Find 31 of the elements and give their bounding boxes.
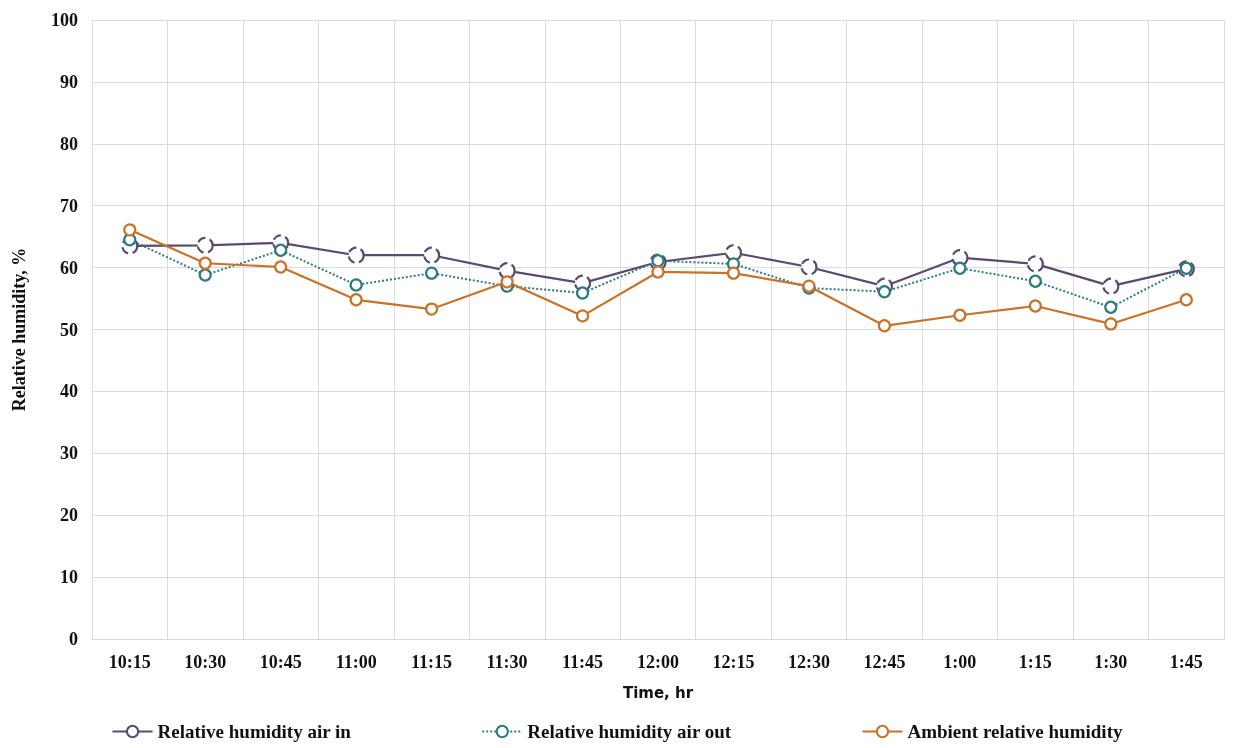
y-tick-label: 70	[60, 195, 78, 216]
y-tick-label: 10	[60, 567, 78, 588]
y-tick-label: 60	[60, 257, 78, 278]
x-tick-label: 11:00	[335, 652, 377, 672]
legend-label: Relative humidity air out	[527, 721, 732, 742]
legend-label: Ambient relative humidity	[907, 721, 1123, 742]
y-tick-label: 30	[60, 443, 78, 464]
x-tick-label: 1:30	[1094, 652, 1128, 672]
y-axis-title: Relative humidity, %	[9, 247, 29, 412]
x-tick-label: 1:15	[1018, 652, 1052, 672]
x-tick-label: 12:30	[787, 652, 830, 672]
x-tick-label: 1:00	[943, 652, 977, 672]
x-tick-label: 10:45	[259, 652, 302, 672]
y-tick-label: 40	[60, 381, 78, 402]
y-tick-label: 0	[69, 629, 78, 649]
y-tick-label: 80	[60, 133, 78, 154]
x-tick-label: 10:30	[184, 652, 227, 672]
x-tick-label: 1:45	[1169, 652, 1203, 672]
x-tick-label: 11:45	[562, 652, 604, 672]
y-tick-label: 50	[60, 319, 78, 340]
x-tick-label: 12:15	[712, 652, 755, 672]
y-tick-label: 20	[60, 505, 78, 526]
y-tick-label: 100	[51, 10, 78, 30]
y-tick-label: 90	[60, 71, 78, 92]
x-tick-label: 11:30	[486, 652, 528, 672]
x-tick-label: 12:45	[863, 652, 906, 672]
legend-label: Relative humidity air in	[157, 721, 352, 742]
x-tick-label: 10:15	[108, 652, 151, 672]
x-tick-label: 11:15	[411, 652, 453, 672]
x-tick-label: 12:00	[637, 652, 679, 672]
x-axis-title: Time, hr	[622, 683, 694, 702]
